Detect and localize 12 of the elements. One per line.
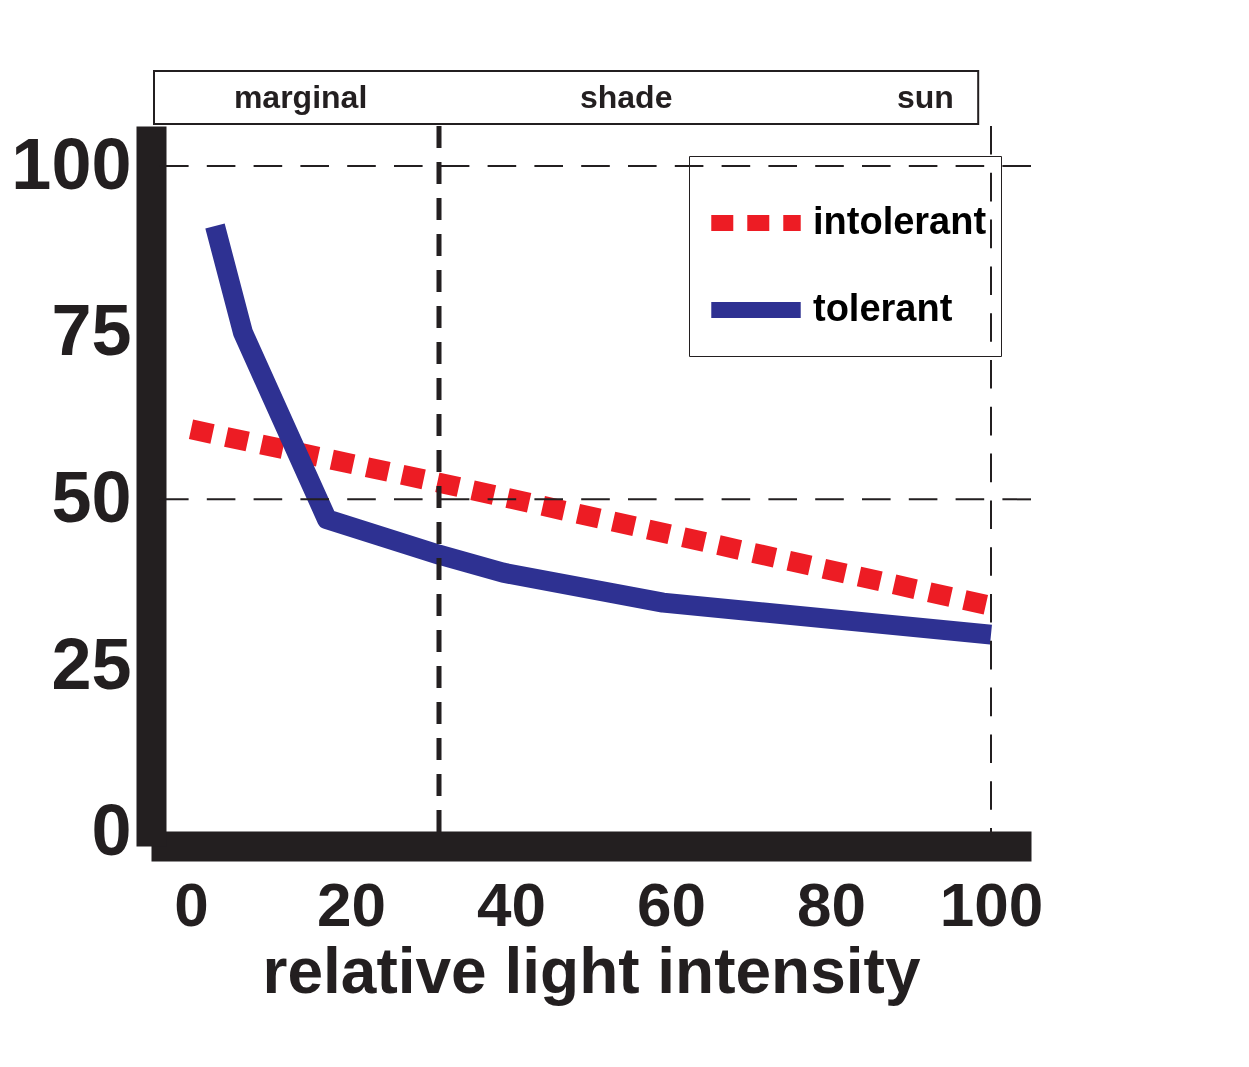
y-tick-label: 100 — [11, 123, 132, 204]
text: sun — [896, 79, 954, 115]
legend-label: intolerant — [813, 200, 987, 242]
text: shade — [579, 79, 673, 115]
legend-label: tolerant — [813, 287, 953, 329]
y-tick-label: 75 — [51, 290, 132, 371]
y-tick-label: 25 — [51, 623, 132, 704]
x-tick-label: 100 — [939, 869, 1044, 939]
y-tick-label: 0 — [91, 790, 132, 871]
y-tick-label: 50 — [51, 456, 132, 537]
x-tick-label: 0 — [174, 869, 209, 939]
text: marginal — [233, 79, 368, 115]
